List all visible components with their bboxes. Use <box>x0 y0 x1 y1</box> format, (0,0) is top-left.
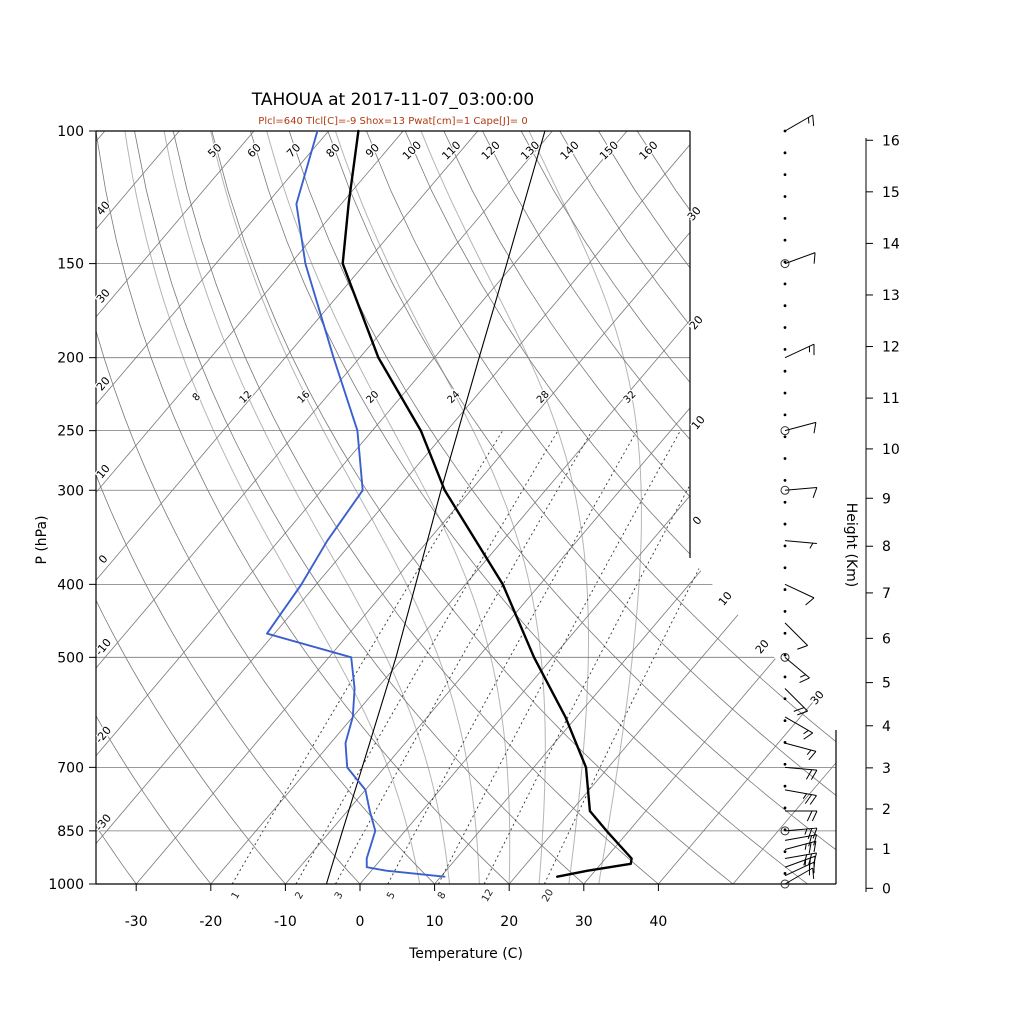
svg-text:15: 15 <box>882 185 900 201</box>
svg-text:20: 20 <box>753 637 772 656</box>
svg-text:-30: -30 <box>125 914 148 930</box>
svg-text:10: 10 <box>882 442 900 458</box>
svg-text:100: 100 <box>57 124 84 140</box>
svg-text:12: 12 <box>882 340 900 356</box>
svg-text:400: 400 <box>57 577 84 593</box>
svg-text:5: 5 <box>882 676 891 692</box>
svg-text:850: 850 <box>57 824 84 840</box>
svg-text:0: 0 <box>882 881 891 897</box>
svg-text:250: 250 <box>57 424 84 440</box>
temperature-curve <box>341 129 633 878</box>
svg-text:11: 11 <box>882 391 900 407</box>
chart-parameters-line: Plcl=640 Tlcl[C]=-9 Shox=13 Pwat[cm]=1 C… <box>258 116 528 127</box>
parcel-curve <box>325 130 546 885</box>
chart-title: TAHOUA at 2017-11-07_03:00:00 <box>251 90 535 110</box>
svg-text:40: 40 <box>649 914 667 930</box>
svg-text:10: 10 <box>689 413 708 432</box>
svg-text:3: 3 <box>333 890 346 901</box>
svg-text:60: 60 <box>245 141 264 160</box>
svg-text:10: 10 <box>716 589 735 608</box>
svg-text:8: 8 <box>436 890 449 901</box>
svg-text:6: 6 <box>882 631 891 647</box>
sounding-profiles <box>266 129 633 885</box>
svg-text:1000: 1000 <box>48 877 84 893</box>
svg-text:150: 150 <box>57 257 84 273</box>
svg-text:1: 1 <box>882 842 891 858</box>
svg-text:110: 110 <box>439 139 463 163</box>
svg-text:16: 16 <box>882 133 900 149</box>
svg-text:-10: -10 <box>274 914 297 930</box>
svg-text:700: 700 <box>57 760 84 776</box>
svg-text:10: 10 <box>426 914 444 930</box>
svg-text:70: 70 <box>284 141 303 160</box>
svg-text:100: 100 <box>400 139 424 163</box>
svg-text:8: 8 <box>882 539 891 555</box>
svg-text:1: 1 <box>230 890 243 901</box>
svg-text:32: 32 <box>622 389 639 406</box>
svg-text:30: 30 <box>575 914 593 930</box>
svg-text:3: 3 <box>882 761 891 777</box>
svg-text:14: 14 <box>882 236 900 252</box>
svg-text:20: 20 <box>500 914 518 930</box>
svg-text:90: 90 <box>363 141 382 160</box>
svg-text:2: 2 <box>882 802 891 818</box>
svg-text:0: 0 <box>356 914 365 930</box>
svg-text:12: 12 <box>480 887 496 904</box>
svg-text:20: 20 <box>94 374 113 393</box>
svg-text:12: 12 <box>238 389 255 406</box>
plot-border <box>95 130 837 885</box>
temperature-axis-label: Temperature (C) <box>409 946 523 962</box>
wind-barbs <box>780 114 818 889</box>
svg-text:20: 20 <box>540 887 556 904</box>
svg-text:300: 300 <box>57 483 84 499</box>
svg-text:2: 2 <box>293 890 306 901</box>
svg-text:500: 500 <box>57 650 84 666</box>
svg-text:4: 4 <box>882 719 891 735</box>
svg-text:120: 120 <box>479 139 503 163</box>
svg-text:13: 13 <box>882 288 900 304</box>
svg-text:10: 10 <box>94 462 113 481</box>
svg-text:5: 5 <box>385 890 398 901</box>
svg-text:50: 50 <box>205 141 224 160</box>
svg-text:28: 28 <box>535 389 552 406</box>
dewpoint-curve <box>266 130 446 878</box>
svg-text:9: 9 <box>882 491 891 507</box>
svg-text:7: 7 <box>882 586 891 602</box>
svg-text:30: 30 <box>94 287 113 306</box>
svg-text:140: 140 <box>558 139 582 163</box>
svg-text:0: 0 <box>690 514 704 528</box>
svg-text:200: 200 <box>57 351 84 367</box>
svg-text:0: 0 <box>96 553 110 567</box>
svg-text:-20: -20 <box>199 914 222 930</box>
svg-text:40: 40 <box>94 199 113 218</box>
svg-text:160: 160 <box>637 139 661 163</box>
